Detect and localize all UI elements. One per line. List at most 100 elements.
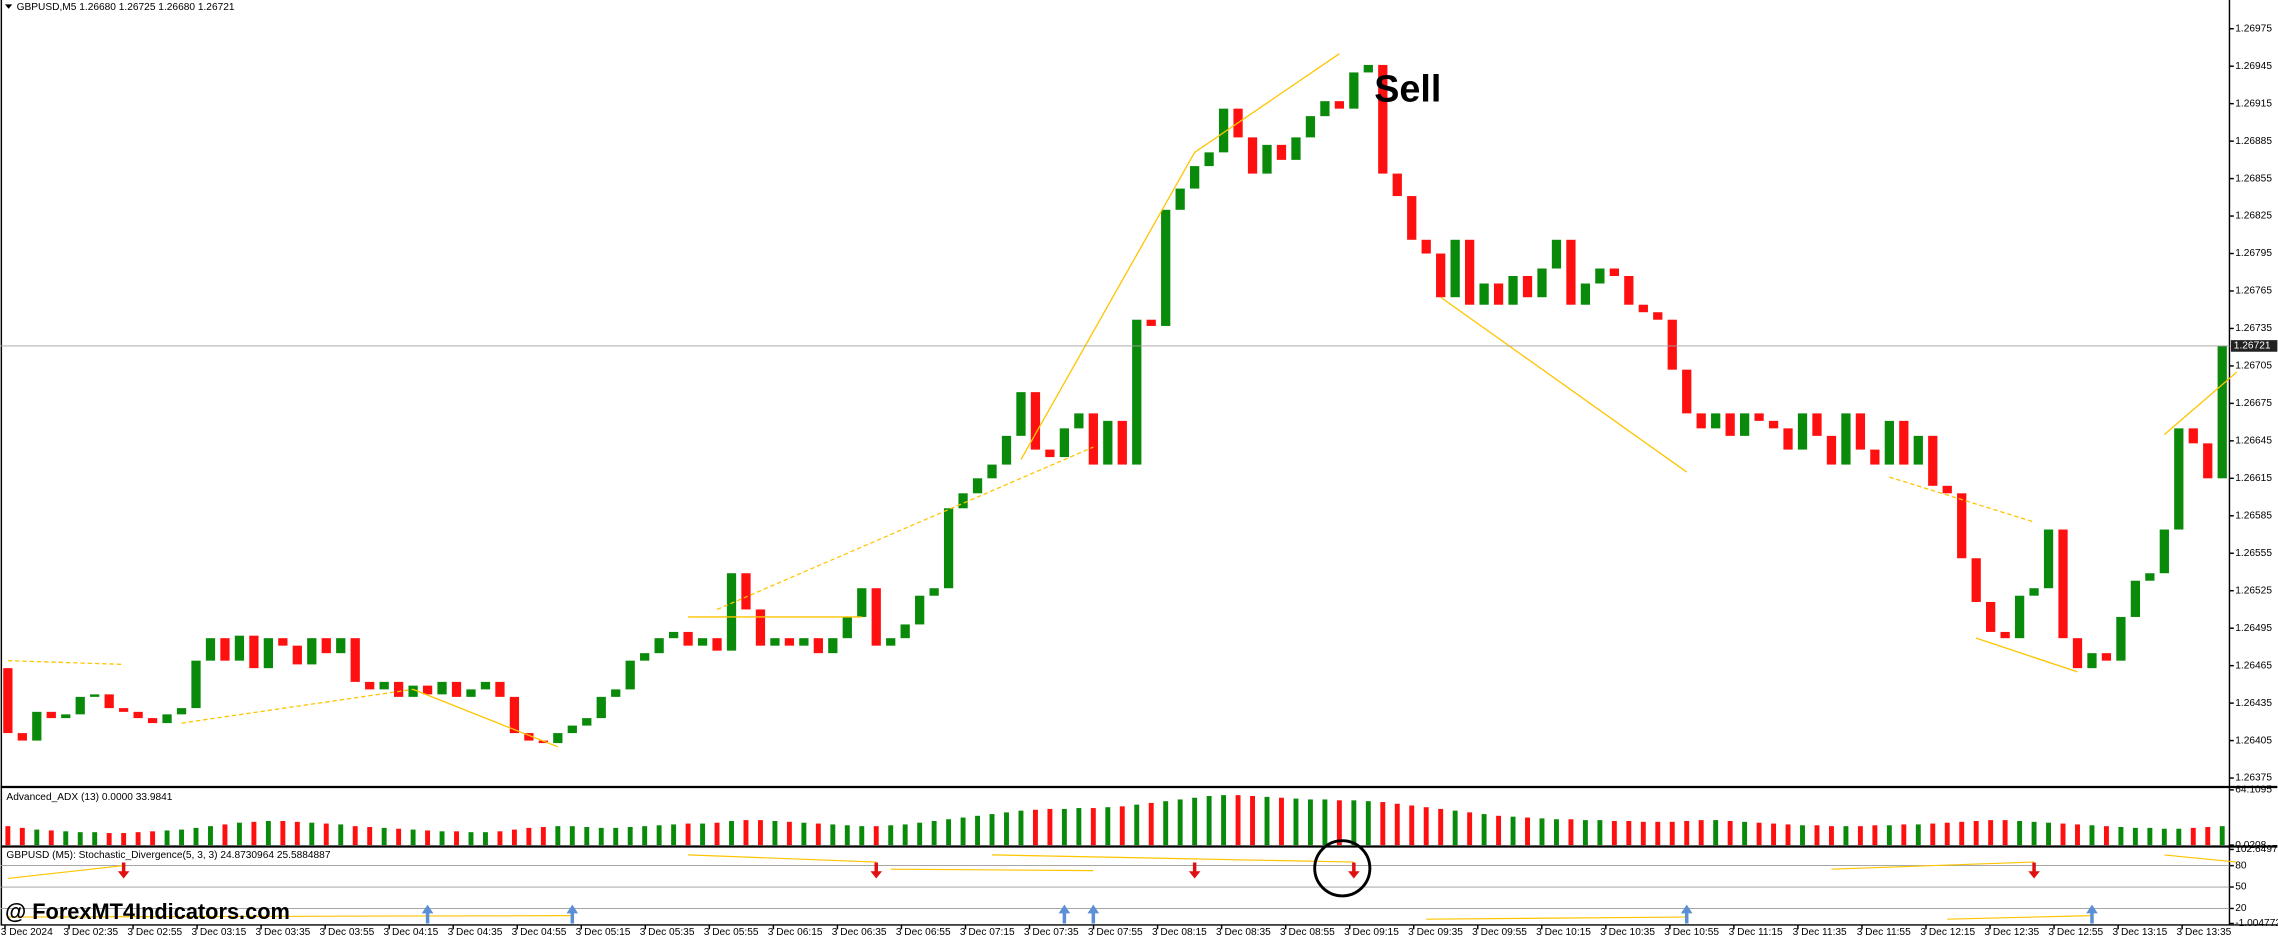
symbol-info: GBPUSD,M5 1.26680 1.26725 1.26680 1.2672… [17, 2, 235, 13]
x-tick-label: 3 Dec 12:55 [2048, 927, 2103, 938]
adx-bar [960, 817, 966, 846]
x-tick-label: 3 Dec 11:55 [1857, 927, 1911, 938]
candle-body [1218, 108, 1229, 153]
adx-bar [396, 828, 402, 846]
candle-body [2116, 616, 2126, 661]
adx-bar [1351, 800, 1357, 846]
candle-body [1450, 239, 1460, 298]
y-tick-label: 80 [2235, 860, 2247, 871]
adx-bar [1279, 797, 1284, 846]
adx-bar [873, 826, 879, 846]
candle-body [1247, 137, 1258, 174]
adx-bar [1496, 815, 1502, 846]
candle-body [1783, 428, 1793, 450]
adx-bar [1800, 825, 1805, 846]
candle-body [842, 616, 852, 639]
x-tick-label: 3 Dec 02:55 [127, 927, 182, 938]
adx-bar [1756, 822, 1762, 846]
candle-body [2188, 428, 2198, 444]
x-tick-label: 3 Dec 09:35 [1408, 927, 1463, 938]
stochastic-divergence-line [7, 865, 124, 880]
y-tick-label: 1.26405 [2235, 735, 2272, 746]
candle-body [263, 638, 274, 669]
adx-bar [1568, 819, 1574, 846]
candle-body [1363, 64, 1373, 73]
x-tick-label: 3 Dec 07:15 [960, 927, 1015, 938]
candle-body [1407, 196, 1417, 240]
adx-bar [1611, 820, 1617, 846]
adx-bar [2190, 827, 2196, 846]
adx-bar [584, 827, 590, 846]
adx-bar [48, 830, 54, 846]
buy-arrow [2086, 904, 2098, 924]
candle-body [1580, 283, 1591, 305]
adx-bar [1307, 799, 1313, 846]
stochastic-divergence-line [1947, 915, 2092, 920]
y-tick-label: 1.26915 [2235, 98, 2272, 109]
adx-bar [2176, 828, 2182, 846]
candle-body [683, 631, 693, 646]
candle-body [755, 609, 766, 646]
adx-bar [511, 829, 517, 846]
candle-body [1653, 312, 1663, 320]
candle-body [1088, 413, 1098, 465]
adx-bar [439, 831, 445, 846]
adx-bar [34, 829, 40, 846]
candle-body [1204, 152, 1214, 167]
watermark: @ ForexMT4Indicators.com [5, 899, 290, 924]
candle-body [654, 638, 664, 654]
x-tick-label: 3 Dec 11:35 [1793, 927, 1847, 938]
adx-bar [1886, 825, 1892, 846]
candle-body [234, 635, 245, 661]
x-tick-label: 3 Dec 12:15 [1920, 927, 1975, 938]
adx-bar [801, 822, 807, 846]
divergence-line [1975, 637, 2078, 673]
candle-body [220, 638, 230, 661]
candle-body [1103, 420, 1113, 465]
y-tick-label: 1.26795 [2235, 248, 2272, 259]
candle-body [336, 638, 346, 654]
y-tick-label: 1.26375 [2235, 773, 2272, 784]
adx-bar [92, 832, 98, 846]
adx-bar [1394, 803, 1400, 846]
candle-body [365, 681, 375, 690]
adx-bar [700, 823, 706, 846]
candle-body [205, 638, 216, 661]
candle-body [886, 638, 896, 646]
adx-bar [598, 827, 604, 846]
candle-body [1161, 209, 1171, 326]
candle-body [770, 638, 780, 646]
adx-bar [1452, 810, 1458, 846]
adx-bar [1018, 810, 1024, 846]
x-tick-label: 3 Dec 08:15 [1152, 927, 1207, 938]
adx-bar [2075, 824, 2080, 846]
candle-body [75, 696, 85, 715]
sell-annotation: Sell [1374, 67, 1441, 109]
adx-bar [1640, 821, 1646, 846]
adx-bar [1872, 825, 1878, 846]
candle-body [3, 668, 13, 734]
y-tick-label: 1.26975 [2235, 23, 2272, 34]
adx-bar [164, 830, 170, 846]
y-tick-label: 20 [2235, 903, 2247, 914]
candle-body [712, 638, 722, 651]
adx-bar [497, 831, 503, 846]
adx-bar [1857, 826, 1863, 846]
candle-body [480, 681, 491, 690]
candle-body [596, 696, 606, 719]
adx-bar [280, 820, 286, 846]
y-tick-label: -1.0047722 [2235, 918, 2278, 929]
adx-bar [1322, 799, 1328, 846]
divergence-line [1440, 296, 1688, 473]
adx-bar [1525, 817, 1530, 846]
candle-body [321, 638, 331, 654]
candle-body [1493, 283, 1504, 305]
x-tick-label: 3 Dec 03:55 [320, 927, 375, 938]
adx-bar [917, 822, 923, 846]
candle-body [2043, 529, 2054, 589]
candle-body [1045, 449, 1055, 458]
candle-body [1001, 435, 1012, 465]
adx-bar [1582, 820, 1588, 846]
x-tick-label: 3 Dec 05:55 [704, 927, 759, 938]
